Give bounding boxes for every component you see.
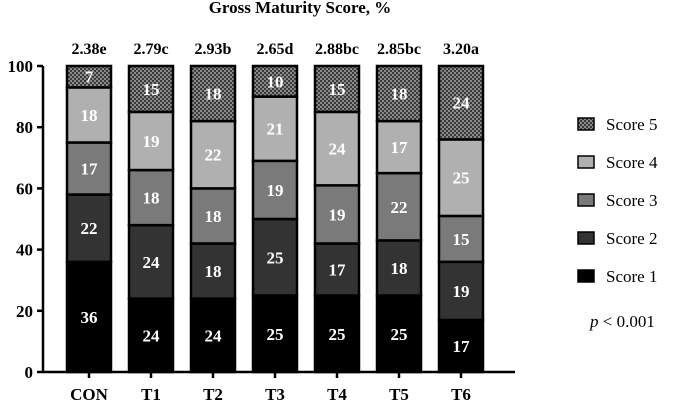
segment-value-label: 24 <box>143 253 161 272</box>
segment-value-label: 7 <box>85 68 94 87</box>
segment-value-label: 19 <box>453 282 470 301</box>
segment-value-label: 22 <box>81 219 98 238</box>
x-tick-label: T5 <box>389 385 409 404</box>
segment-value-label: 17 <box>329 260 347 279</box>
x-tick-label: T1 <box>141 385 161 404</box>
bar-segment <box>437 138 485 218</box>
legend-label: Score 2 <box>606 229 657 248</box>
bar-segment <box>437 318 485 374</box>
segment-value-label: 17 <box>391 138 409 157</box>
segment-value-label: 18 <box>391 85 408 104</box>
bar-top-label: 2.38e <box>71 41 106 58</box>
p-value: < 0.001 <box>599 312 655 331</box>
legend-label: Score 5 <box>606 115 657 134</box>
bar-segment <box>313 242 361 297</box>
x-tick-label: T4 <box>327 385 347 404</box>
legend-label: Score 1 <box>606 267 657 286</box>
legend: Score 5 Score 4 Score 3 Score 2 Score 1 <box>577 115 658 286</box>
legend-swatch <box>577 193 595 207</box>
bar-top-label: 2.88bc <box>315 41 359 58</box>
segment-value-label: 15 <box>143 80 160 99</box>
bar-segment <box>437 64 485 141</box>
bar-top-label: 2.65d <box>257 41 294 58</box>
segment-value-label: 21 <box>267 120 284 139</box>
segment-value-label: 18 <box>205 262 222 281</box>
legend-swatch <box>577 231 595 245</box>
legend-swatch <box>577 155 595 169</box>
segment-value-label: 18 <box>143 189 160 208</box>
segment-value-label: 10 <box>267 72 284 91</box>
bar-top-label: 2.93b <box>195 41 232 58</box>
p-value-note: p < 0.001 <box>589 312 655 331</box>
x-tick-label: CON <box>70 385 109 404</box>
bar-segment <box>65 141 113 196</box>
bar-segment <box>127 64 175 114</box>
segment-value-label: 18 <box>205 85 222 104</box>
p-symbol: p <box>589 312 599 331</box>
segment-value-label: 24 <box>143 326 161 345</box>
bar-segment <box>189 64 237 123</box>
bars: 36 22 17 18 7 2.38e 24 24 18 19 15 2.79c 24 18 18 22 18 2… <box>65 41 485 374</box>
segment-value-label: 19 <box>329 205 346 224</box>
y-tick-label: 100 <box>8 57 34 76</box>
segment-value-label: 22 <box>205 146 222 165</box>
segment-value-label: 19 <box>267 181 284 200</box>
segment-value-label: 36 <box>81 308 98 327</box>
segment-value-label: 18 <box>205 207 222 226</box>
y-tick-label: 40 <box>16 241 33 260</box>
legend-swatch <box>577 269 595 283</box>
segment-value-label: 24 <box>329 140 347 159</box>
bar-segment <box>65 193 113 264</box>
bar-segment <box>251 159 299 221</box>
y-tick-label: 60 <box>16 179 33 198</box>
bar-segment <box>437 260 485 322</box>
legend-swatch <box>577 117 595 131</box>
bar-segment <box>375 64 423 123</box>
segment-value-label: 25 <box>391 325 408 344</box>
bar-segment <box>189 297 237 374</box>
segment-value-label: 25 <box>329 325 346 344</box>
bar-segment <box>313 64 361 114</box>
x-tick-label: T3 <box>265 385 285 404</box>
segment-value-label: 17 <box>81 160 99 179</box>
y-tick-label: 20 <box>16 302 33 321</box>
segment-value-label: 24 <box>205 326 223 345</box>
segment-value-label: 19 <box>143 132 160 151</box>
segment-value-label: 18 <box>81 106 98 125</box>
segment-value-label: 24 <box>453 94 471 113</box>
segment-value-label: 22 <box>391 198 408 217</box>
segment-value-label: 25 <box>267 325 284 344</box>
segment-value-label: 17 <box>453 337 471 356</box>
bar-segment <box>251 217 299 297</box>
segment-value-label: 15 <box>453 230 470 249</box>
bar-segment <box>65 260 113 374</box>
bar-segment <box>189 119 237 190</box>
segment-value-label: 18 <box>391 259 408 278</box>
x-tick-label: T6 <box>451 385 471 404</box>
bar-segment <box>189 242 237 300</box>
bar-segment <box>313 184 361 245</box>
chart-title: Gross Maturity Score, % <box>209 0 392 17</box>
y-tick-label: 0 <box>25 363 34 382</box>
bar-segment <box>375 119 423 175</box>
legend-label: Score 3 <box>606 191 657 210</box>
bar-top-label: 2.85bc <box>377 41 421 58</box>
bar-segment <box>375 171 423 242</box>
bar-top-label: 2.79c <box>133 41 168 58</box>
legend-label: Score 4 <box>606 153 658 172</box>
x-tick-label: T2 <box>203 385 223 404</box>
bar-top-label: 3.20a <box>443 41 479 58</box>
bar-segment <box>313 294 361 374</box>
segment-value-label: 25 <box>453 169 470 188</box>
segment-value-label: 15 <box>329 80 346 99</box>
bar-segment <box>65 64 113 89</box>
y-tick-label: 80 <box>16 118 33 137</box>
segment-value-label: 25 <box>267 248 284 267</box>
bar-segment <box>251 64 299 98</box>
